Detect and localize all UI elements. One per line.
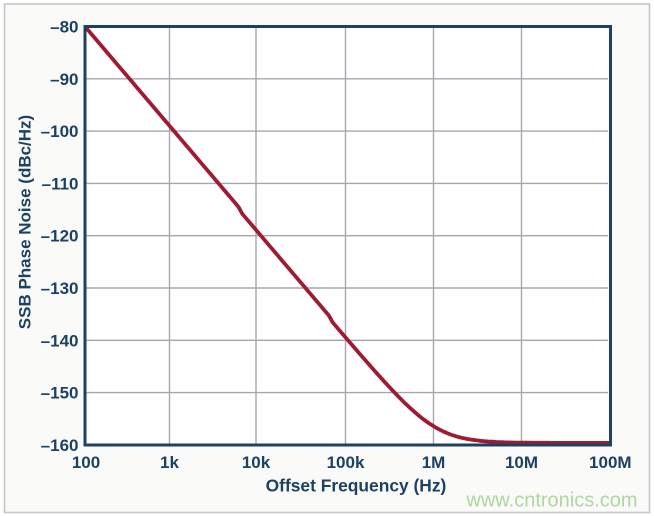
svg-text:10M: 10M	[505, 453, 538, 472]
svg-text:–140: –140	[41, 331, 79, 350]
svg-text:–90: –90	[50, 70, 78, 89]
svg-text:–150: –150	[41, 384, 79, 403]
svg-text:1k: 1k	[160, 453, 179, 472]
svg-text:100: 100	[72, 453, 100, 472]
svg-text:Offset Frequency (Hz): Offset Frequency (Hz)	[266, 476, 447, 496]
svg-text:100M: 100M	[589, 453, 632, 472]
svg-text:1M: 1M	[422, 453, 446, 472]
svg-text:–120: –120	[41, 227, 79, 246]
svg-text:–130: –130	[41, 279, 79, 298]
svg-text:100k: 100k	[327, 453, 365, 472]
svg-text:SSB Phase Noise (dBc/Hz): SSB Phase Noise (dBc/Hz)	[16, 115, 35, 329]
svg-text:10k: 10k	[242, 453, 271, 472]
svg-text:–100: –100	[41, 122, 79, 141]
svg-text:–80: –80	[50, 18, 78, 37]
svg-text:–160: –160	[41, 436, 79, 455]
svg-text:–110: –110	[42, 174, 79, 193]
svg-text:www.cntronics.com: www.cntronics.com	[465, 490, 637, 512]
